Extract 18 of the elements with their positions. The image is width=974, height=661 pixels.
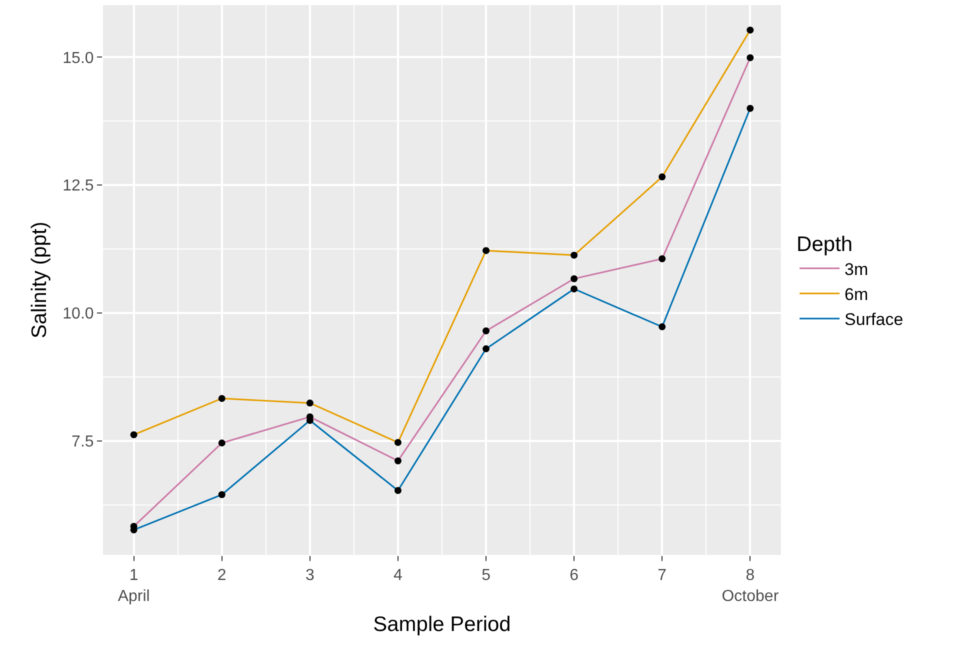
y-tick-label: 12.5 bbox=[62, 178, 94, 195]
legend-label: 6m bbox=[844, 285, 868, 304]
x-tick-label: 8 October bbox=[722, 567, 780, 605]
legend-label: Surface bbox=[844, 310, 904, 330]
y-tick-label: 7.5 bbox=[72, 434, 94, 451]
x-tick-label: 7 bbox=[658, 567, 667, 584]
x-tick-label: 6 bbox=[570, 567, 579, 584]
x-tick-label: 2 bbox=[217, 567, 226, 584]
x-tick-label: 3 bbox=[305, 567, 314, 584]
x-axis-title: Sample Period bbox=[373, 613, 511, 636]
y-tick-label: 10.0 bbox=[62, 306, 94, 323]
y-tick-label: 15.0 bbox=[62, 50, 94, 67]
legend-title: Depth bbox=[796, 232, 853, 256]
x-tick-label: 5 bbox=[482, 567, 491, 584]
x-tick-label: 4 bbox=[394, 567, 403, 584]
x-tick-label: 1 April bbox=[118, 567, 150, 605]
legend-label: 3m bbox=[844, 260, 868, 279]
y-axis-title: Salinity (ppt) bbox=[28, 222, 51, 338]
